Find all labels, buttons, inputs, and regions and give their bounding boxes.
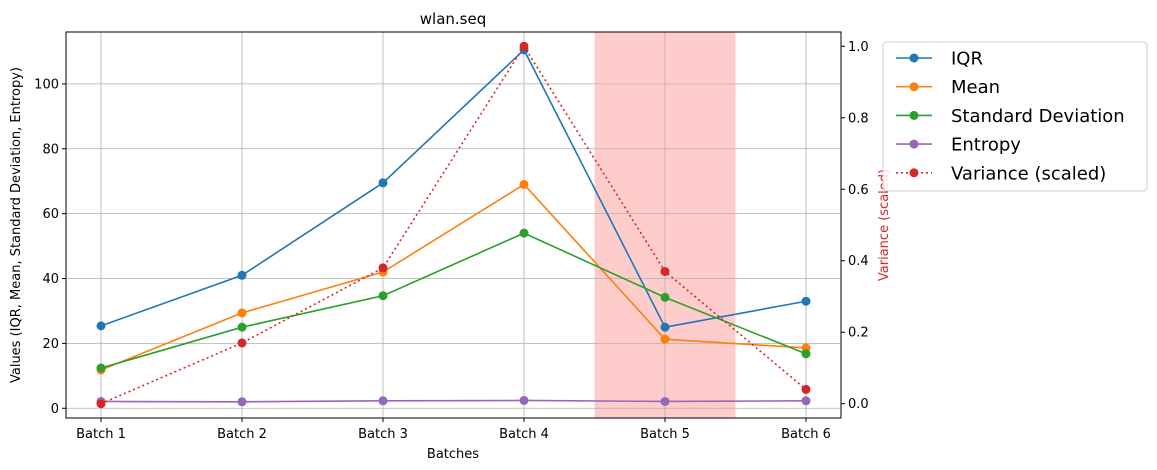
- y-tick-label: 60: [42, 207, 59, 222]
- legend-marker-standard-deviation: [909, 110, 919, 120]
- y2-tick-label: 0.0: [848, 397, 869, 412]
- x-tick-label: Batch 6: [781, 427, 831, 442]
- data-point-entropy: [801, 396, 811, 406]
- data-point-mean: [660, 334, 670, 344]
- data-point-standard-deviation: [660, 292, 670, 302]
- y2-tick-label: 0.6: [848, 183, 869, 198]
- x-tick-label: Batch 3: [358, 427, 408, 442]
- data-point-variance-scaled: [378, 263, 388, 273]
- legend-label-iqr: IQR: [951, 49, 983, 70]
- data-point-standard-deviation: [237, 322, 247, 332]
- y2-axis-label: Variance (scaled): [877, 169, 892, 281]
- legend: IQR Mean Standard Deviation Entropy Variance…: [882, 41, 1148, 192]
- legend-marker-variance-scaled: [909, 168, 919, 178]
- data-point-iqr: [237, 270, 247, 280]
- data-point-standard-deviation: [801, 349, 811, 359]
- data-point-variance-scaled: [96, 399, 106, 409]
- series-line-entropy: [100, 399, 807, 403]
- x-tick-label: Batch 4: [499, 427, 549, 442]
- grid-layer: [66, 32, 841, 418]
- data-point-standard-deviation: [378, 291, 388, 301]
- x-tick-label: Batch 5: [640, 427, 690, 442]
- x-axis: Batch 1 Batch 2 Batch 3 Batch 4 Batch 5 Batch…: [76, 418, 831, 442]
- data-point-variance-scaled: [660, 266, 670, 276]
- chart-title: wlan.seq: [420, 10, 486, 28]
- data-point-iqr: [801, 296, 811, 306]
- data-point-iqr: [378, 178, 388, 188]
- legend-label-mean: Mean: [951, 77, 1000, 98]
- y-axis-right: 0.0 0.2 0.4 0.6 0.8 1.0: [841, 40, 869, 412]
- x-tick-label: Batch 1: [76, 427, 126, 442]
- y2-tick-label: 0.2: [848, 326, 869, 341]
- data-point-entropy: [660, 396, 670, 406]
- data-point-entropy: [378, 396, 388, 406]
- series-layer: [96, 41, 811, 409]
- data-point-iqr: [660, 322, 670, 332]
- series-line-iqr: [100, 48, 807, 329]
- x-tick-label: Batch 2: [217, 427, 267, 442]
- y2-tick-label: 0.4: [848, 254, 869, 269]
- y-axis-label: Values (IQR, Mean, Standard Deviation, E…: [9, 67, 24, 383]
- y-axis-left: 0 20 40 60 80 100: [34, 77, 66, 417]
- x-axis-label: Batches: [427, 447, 479, 462]
- y2-tick-label: 0.8: [848, 111, 869, 126]
- y2-tick-label: 1.0: [848, 40, 869, 55]
- y-tick-label: 20: [42, 337, 59, 352]
- data-point-standard-deviation: [519, 228, 529, 238]
- y-tick-label: 100: [34, 77, 59, 92]
- data-point-mean: [519, 179, 529, 189]
- data-point-entropy: [237, 397, 247, 407]
- y-tick-label: 40: [42, 272, 59, 287]
- legend-label-variance-scaled: Variance (scaled): [951, 163, 1106, 184]
- data-point-mean: [237, 308, 247, 318]
- series-line-mean: [100, 183, 807, 371]
- data-point-standard-deviation: [96, 363, 106, 373]
- data-point-variance-scaled: [519, 41, 529, 51]
- plot-frame: [65, 31, 842, 419]
- y-tick-label: 80: [42, 142, 59, 157]
- data-point-entropy: [519, 395, 529, 405]
- data-point-variance-scaled: [801, 384, 811, 394]
- legend-marker-entropy: [909, 139, 919, 149]
- legend-label-standard-deviation: Standard Deviation: [951, 106, 1125, 127]
- legend-label-entropy: Entropy: [951, 135, 1021, 156]
- legend-marker-iqr: [909, 53, 919, 63]
- y-tick-label: 0: [51, 402, 59, 417]
- data-point-variance-scaled: [237, 338, 247, 348]
- legend-marker-mean: [909, 82, 919, 92]
- legend-box: [882, 41, 1148, 192]
- data-point-iqr: [96, 321, 106, 331]
- series-line-standard-deviation: [100, 232, 807, 369]
